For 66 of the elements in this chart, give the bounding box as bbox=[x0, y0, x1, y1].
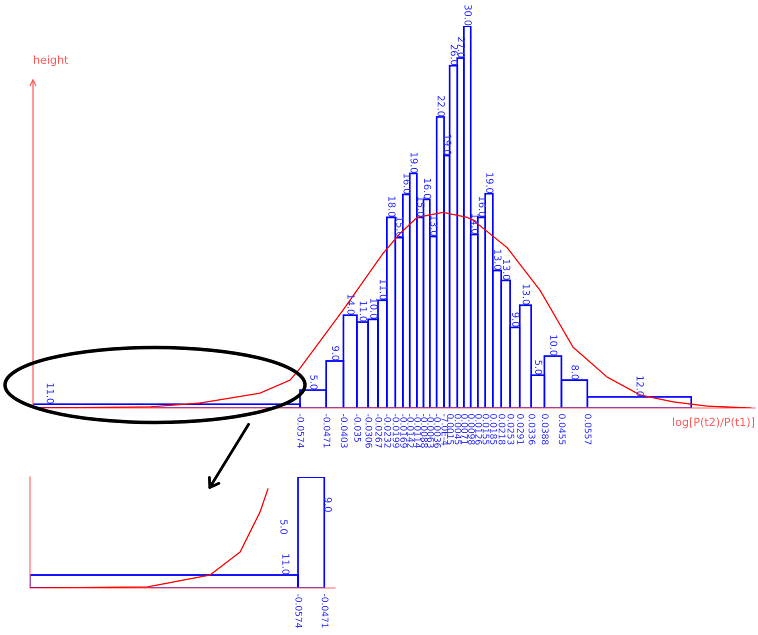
y-axis-title: height bbox=[34, 55, 68, 66]
annotation: 30.0 bbox=[464, 5, 472, 26]
x-tick-label: 0.0455 bbox=[558, 414, 566, 444]
annotation: 8.0 bbox=[572, 365, 579, 380]
annotation: 19.0 bbox=[486, 173, 494, 194]
annotation: 16.0 bbox=[404, 174, 411, 194]
annotation: 10.0 bbox=[550, 335, 558, 356]
x-tick-label: -0.035 bbox=[354, 414, 362, 442]
x-tick-label: 0.0098 bbox=[468, 414, 475, 445]
annotation: 11.0 bbox=[380, 280, 387, 300]
annotation: 9.0 bbox=[324, 498, 332, 512]
x-tick-label: 0.0015 bbox=[447, 414, 454, 444]
annotation: 5.0 bbox=[310, 375, 318, 390]
annotation: 16.0 bbox=[424, 178, 432, 199]
annotation: 9.0 bbox=[332, 346, 340, 360]
annotation: 19.0 bbox=[444, 134, 452, 155]
x-tick-label: 0.0253 bbox=[507, 414, 514, 444]
annotation: 13.0 bbox=[502, 260, 510, 280]
x-tick-label: -0.0114 bbox=[414, 414, 422, 448]
annotation: 14.0 bbox=[347, 294, 355, 315]
x-tick-label: 0.0291 bbox=[517, 414, 524, 444]
x-tick-label: -0.0306 bbox=[365, 414, 372, 448]
annotation: 27.0 bbox=[458, 37, 466, 58]
annotation: 22.0 bbox=[438, 96, 445, 116]
x-tick-label: -0.0036 bbox=[434, 414, 441, 448]
annotation: 13.0 bbox=[430, 216, 438, 236]
annotation: 11.0 bbox=[46, 384, 54, 404]
x-tick-label: -0.0199 bbox=[392, 414, 400, 448]
x-tick-label: -0.0471 bbox=[322, 594, 328, 628]
x-tick-label: 0.0336 bbox=[528, 414, 536, 445]
x-tick-label: 0.0071 bbox=[461, 414, 468, 444]
annotation: 11.0 bbox=[360, 301, 368, 322]
x-tick-label: -0.0142 bbox=[407, 414, 414, 448]
x-tick-label: 0.0218 bbox=[498, 414, 506, 445]
x-tick-label: 0.0155 bbox=[482, 414, 490, 444]
x-tick-label: -0.0063 bbox=[427, 414, 434, 448]
annotation: 5.0 bbox=[280, 520, 288, 534]
annotation: 18.0 bbox=[388, 196, 396, 217]
annotation: 14.0 bbox=[471, 214, 479, 234]
annotation: 10.0 bbox=[370, 298, 378, 319]
annotation: 15.0 bbox=[417, 196, 425, 217]
annotation: 5.0 bbox=[534, 360, 542, 375]
x-tick-label: -0.0574 bbox=[297, 414, 304, 448]
x-tick-label: -0.0471 bbox=[324, 414, 330, 448]
annotation: 15.0 bbox=[396, 217, 404, 237]
x-tick-label: 0.0045 bbox=[454, 414, 462, 444]
annotation: 16.0 bbox=[478, 196, 486, 217]
x-tick-label: 0.0388 bbox=[542, 414, 549, 445]
annotation: 11.0 bbox=[282, 554, 290, 574]
x-tick-label: 0.0557 bbox=[584, 414, 592, 444]
annotation: 9.0 bbox=[512, 312, 520, 327]
annotation: 13.0 bbox=[494, 250, 502, 270]
x-tick-label: 0.0185 bbox=[490, 414, 498, 444]
annotation: 19.0 bbox=[410, 152, 418, 173]
annotation: 13.0 bbox=[522, 284, 530, 305]
annotation: 12.0 bbox=[636, 376, 644, 396]
annotation: 26.0 bbox=[450, 44, 458, 66]
x-tick-label: -0.0574 bbox=[295, 594, 302, 628]
x-tick-label: -7.0E-4 bbox=[441, 414, 448, 446]
x-tick-label: -0.0403 bbox=[340, 414, 348, 448]
x-tick-label: 0.0126 bbox=[475, 414, 482, 445]
x-tick-label: -0.0088 bbox=[420, 414, 428, 448]
x-axis-title: log[P(t2)/P(t1)] bbox=[673, 418, 754, 428]
x-tick-label: -0.0232 bbox=[384, 414, 392, 448]
x-tick-label: -0.0267 bbox=[375, 414, 382, 448]
x-tick-label: -0.0169 bbox=[400, 414, 408, 448]
